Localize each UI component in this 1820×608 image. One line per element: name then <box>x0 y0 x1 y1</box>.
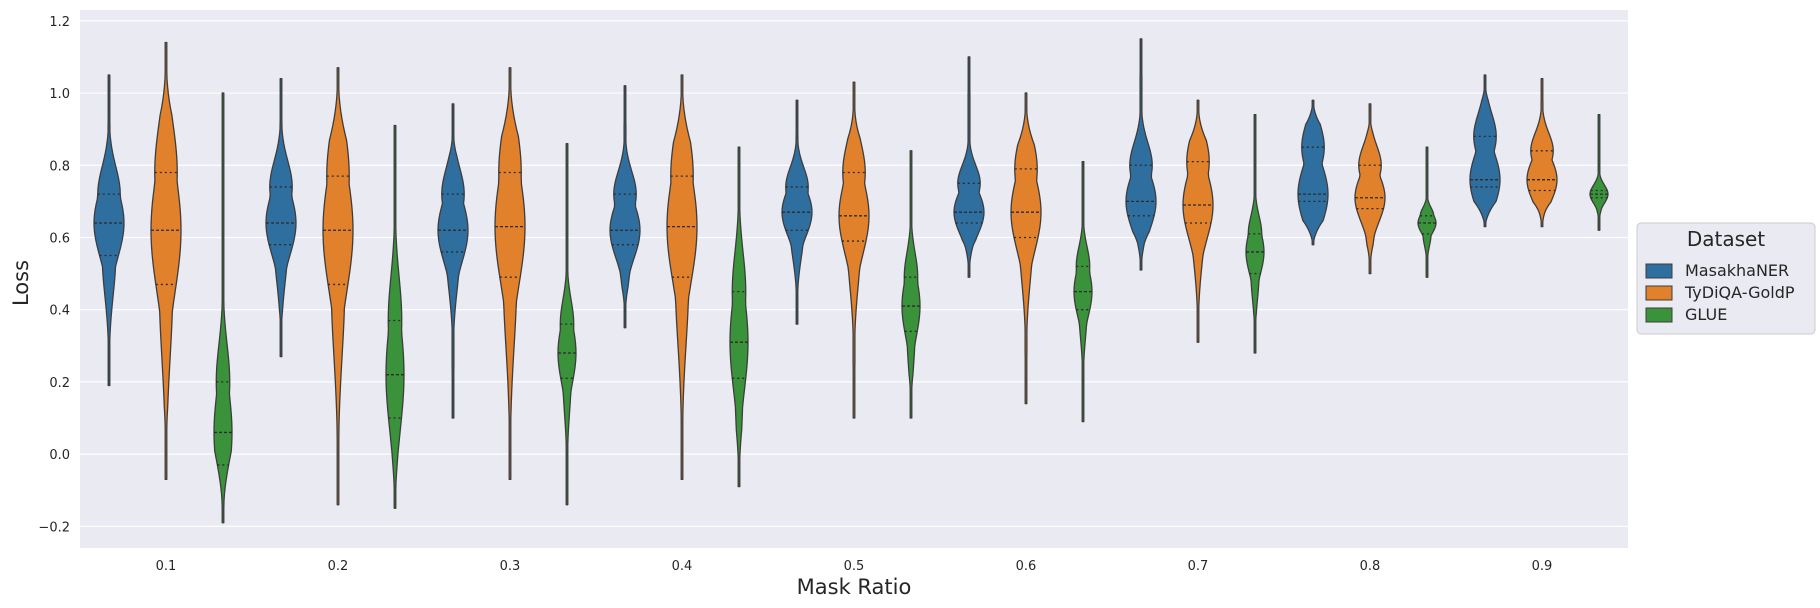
y-tick-label: 0.6 <box>49 231 70 246</box>
x-tick-label: 0.1 <box>156 559 177 574</box>
legend-swatch <box>1645 263 1673 279</box>
y-tick-label: −0.2 <box>38 520 70 535</box>
x-axis-ticks: 0.1 0.2 0.3 0.4 0.5 0.6 0.7 0.8 0.9 <box>156 559 1553 574</box>
legend-label: TyDiQA-GoldP <box>1684 283 1795 302</box>
violin-tydiqa-goldp-0.6 <box>1010 92 1042 405</box>
violin-masakhaner-0.3 <box>437 103 469 419</box>
legend-items: MasakhaNER TyDiQA-GoldP GLUE <box>1645 261 1795 324</box>
violins <box>93 38 1609 524</box>
violin-glue-0.6 <box>1073 161 1093 423</box>
legend-label: MasakhaNER <box>1685 261 1789 280</box>
violin-tydiqa-goldp-0.3 <box>494 67 526 481</box>
y-tick-label: 1.2 <box>49 15 70 30</box>
violin-tydiqa-goldp-0.8 <box>1354 103 1386 275</box>
violin-tydiqa-goldp-0.9 <box>1526 77 1558 228</box>
legend-box <box>1636 222 1816 335</box>
y-tick-label: 0.4 <box>49 304 70 319</box>
violin-glue-0.2 <box>385 124 405 509</box>
x-tick-label: 0.7 <box>1188 559 1209 574</box>
x-axis-label: Mask Ratio <box>797 575 912 599</box>
legend-title: Dataset <box>1687 227 1765 251</box>
violin-tydiqa-goldp-0.1 <box>150 41 182 481</box>
violin-glue-0.5 <box>901 150 921 419</box>
violin-glue-0.4 <box>729 146 749 488</box>
violin-masakhaner-0.2 <box>265 77 297 358</box>
violin-glue-0.8 <box>1417 146 1437 278</box>
x-tick-label: 0.4 <box>672 559 693 574</box>
legend-label: GLUE <box>1685 305 1727 324</box>
legend-swatch <box>1645 285 1673 301</box>
violin-masakhaner-0.6 <box>953 56 985 278</box>
x-tick-label: 0.5 <box>844 559 865 574</box>
y-tick-label: 0.0 <box>49 448 70 463</box>
legend-swatch <box>1645 307 1673 323</box>
violin-masakhaner-0.1 <box>93 74 125 387</box>
violin-tydiqa-goldp-0.2 <box>322 67 354 506</box>
y-tick-label: 0.2 <box>49 376 70 391</box>
y-axis-ticks: −0.2 0.0 0.2 0.4 0.6 0.8 1.0 1.2 <box>38 15 70 536</box>
violin-masakhaner-0.4 <box>609 85 641 329</box>
violin-masakhaner-0.9 <box>1469 74 1501 228</box>
x-tick-label: 0.8 <box>1360 559 1381 574</box>
x-tick-label: 0.2 <box>328 559 349 574</box>
x-tick-label: 0.3 <box>500 559 521 574</box>
x-tick-label: 0.9 <box>1532 559 1553 574</box>
violin-glue-0.1 <box>213 92 233 524</box>
y-tick-label: 1.0 <box>49 87 70 102</box>
violin-tydiqa-goldp-0.7 <box>1182 99 1214 343</box>
violin-glue-0.9 <box>1589 114 1609 231</box>
y-axis-label: Loss <box>9 260 33 306</box>
x-tick-label: 0.6 <box>1016 559 1037 574</box>
violin-tydiqa-goldp-0.5 <box>838 81 870 419</box>
violin-tydiqa-goldp-0.4 <box>666 74 698 481</box>
legend: Dataset MasakhaNER TyDiQA-GoldP GLUE <box>1636 222 1816 335</box>
violin-masakhaner-0.7 <box>1125 38 1157 271</box>
y-tick-label: 0.8 <box>49 159 70 174</box>
